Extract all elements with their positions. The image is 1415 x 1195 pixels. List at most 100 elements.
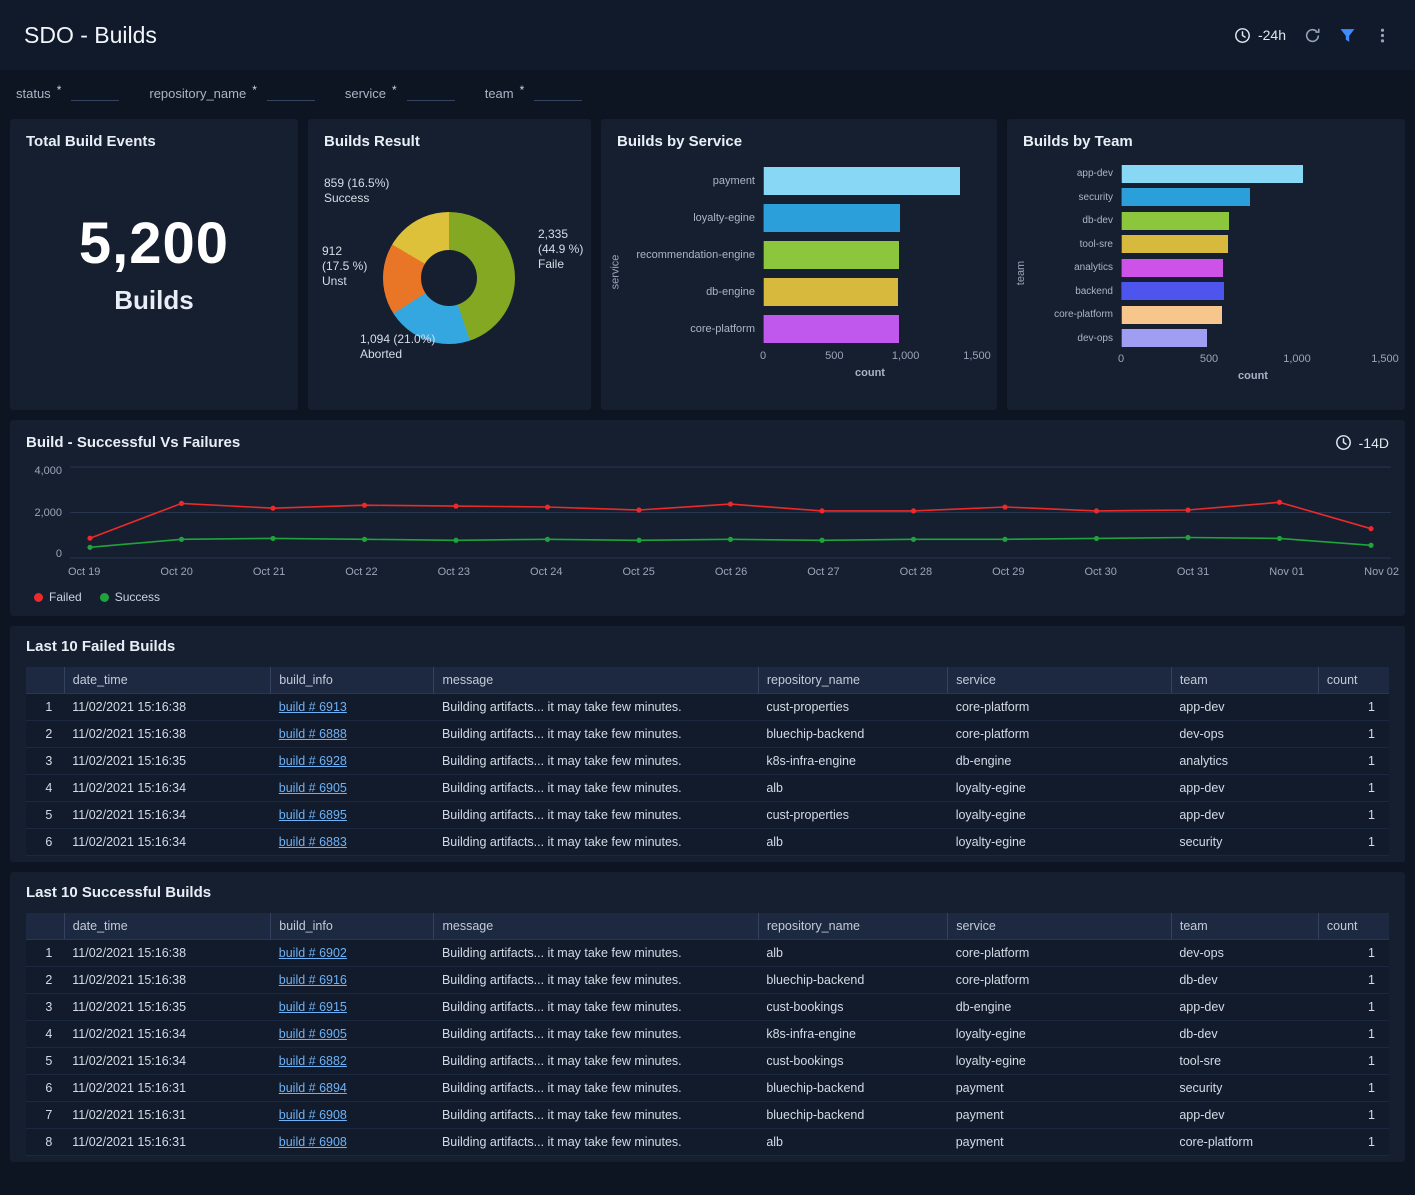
cell-repository_name: cust-bookings: [758, 993, 948, 1021]
bar-track: [763, 314, 977, 343]
bar-category-label: dev-ops: [1077, 332, 1113, 344]
bar-category-label: tool-sre: [1079, 238, 1113, 250]
trend-time-range-control[interactable]: -14D: [1335, 434, 1389, 451]
column-header-number: [26, 667, 65, 694]
bar-loyalty-egine[interactable]: [764, 203, 901, 232]
cell-service: payment: [947, 1101, 1172, 1129]
data-table: date_time build_info message repository_nam…: [26, 667, 1389, 856]
column-header-build_info: build_info: [270, 667, 434, 694]
table-row: 3 11/02/2021 15:16:35 build # 6915 Building…: [26, 993, 1389, 1021]
cell-count: 1: [1318, 747, 1389, 775]
bar-tool-sre[interactable]: [1122, 235, 1229, 254]
total-value: 5,200: [78, 210, 230, 276]
build-link[interactable]: build # 6915: [278, 1000, 347, 1014]
kebab-menu-icon[interactable]: [1374, 27, 1391, 44]
bar-row-security: security: [1029, 186, 1385, 210]
table-row: 5 11/02/2021 15:16:34 build # 6895 Building…: [26, 801, 1389, 829]
time-range-label: -24h: [1257, 27, 1286, 43]
build-link[interactable]: build # 6882: [278, 1054, 347, 1068]
cell-date_time: 11/02/2021 15:16:34: [64, 801, 271, 829]
cell-count: 1: [1318, 966, 1389, 994]
row-number: 4: [26, 774, 65, 802]
cell-date_time: 11/02/2021 15:16:38: [64, 693, 271, 721]
cell-team: security: [1171, 1074, 1319, 1102]
build-link[interactable]: build # 6895: [278, 808, 347, 822]
filter-input-team[interactable]: [534, 84, 583, 101]
filter-input-repository_name[interactable]: [266, 84, 315, 101]
filter-input-status[interactable]: [71, 84, 120, 101]
bar-core-platform[interactable]: [764, 314, 899, 343]
bar-recommendation-engine[interactable]: [764, 240, 899, 269]
trend-x-axis: Oct 19 Oct 20 Oct 21 Oct 22 Oct 23 Oct 24 Oct …: [10, 560, 1405, 578]
column-header-repository_name: repository_name: [757, 913, 948, 940]
clock-icon: [1234, 27, 1251, 44]
filter-icon[interactable]: [1339, 27, 1356, 44]
row-number: 2: [26, 966, 65, 994]
panel-builds-result: Builds Result 859 (16.5%) Success 912 (1…: [308, 119, 591, 410]
bar-payment[interactable]: [764, 166, 960, 195]
cell-date_time: 11/02/2021 15:16:38: [64, 720, 271, 748]
build-link[interactable]: build # 6908: [278, 1135, 347, 1149]
filter-input-service[interactable]: [406, 84, 455, 101]
trend-plot: [70, 465, 1391, 560]
cell-count: 1: [1318, 828, 1389, 856]
build-link[interactable]: build # 6913: [278, 700, 347, 714]
table-row: 7 11/02/2021 15:16:31 build # 6908 Building…: [26, 1101, 1389, 1129]
time-range-control[interactable]: -24h: [1234, 27, 1286, 44]
build-link[interactable]: build # 6894: [278, 1081, 347, 1095]
data-point: [87, 535, 93, 541]
x-tick-label: 500: [1199, 353, 1219, 365]
bar-dev-ops[interactable]: [1122, 329, 1208, 348]
table-row: 6 11/02/2021 15:16:34 build # 6883 Building…: [26, 828, 1389, 856]
panel-total-build-events: Total Build Events 5,200 Builds: [10, 119, 298, 410]
cell-build_info: build # 6894: [270, 1074, 434, 1102]
build-link[interactable]: build # 6902: [278, 946, 347, 960]
cell-build_info: build # 6916: [270, 966, 434, 994]
filter-label: repository_name: [149, 86, 247, 101]
build-link[interactable]: build # 6888: [278, 727, 347, 741]
build-link[interactable]: build # 6883: [278, 835, 347, 849]
slice-value: 859 (16.5%): [324, 176, 390, 190]
build-link[interactable]: build # 6908: [278, 1108, 347, 1122]
bar-db-engine[interactable]: [764, 277, 899, 306]
refresh-icon[interactable]: [1304, 27, 1321, 44]
bar-analytics[interactable]: [1122, 258, 1223, 277]
cell-message: Building artifacts... it may take few mi…: [433, 1101, 759, 1129]
bar-track: [1121, 329, 1385, 348]
bar-app-dev[interactable]: [1122, 164, 1304, 183]
bar-db-dev[interactable]: [1122, 211, 1229, 230]
bar-row-db-engine: db-engine: [623, 273, 977, 310]
data-point: [1185, 507, 1191, 513]
cell-service: core-platform: [947, 720, 1172, 748]
x-tick-label: 1,500: [1371, 353, 1399, 365]
data-point: [453, 537, 459, 543]
filter-label: team: [484, 86, 514, 101]
build-link[interactable]: build # 6905: [278, 781, 347, 795]
cell-team: core-platform: [1171, 1128, 1319, 1156]
cell-date_time: 11/02/2021 15:16:35: [64, 747, 271, 775]
cell-date_time: 11/02/2021 15:16:31: [64, 1074, 271, 1102]
row-number: 1: [26, 939, 65, 967]
bar-category-label: payment: [712, 174, 755, 187]
slice-name: Unst: [322, 274, 347, 288]
bar-backend[interactable]: [1122, 282, 1224, 301]
column-header-number: [26, 913, 65, 940]
table-row: 4 11/02/2021 15:16:34 build # 6905 Building…: [26, 774, 1389, 802]
bar-category-label: app-dev: [1076, 168, 1113, 180]
cell-team: app-dev: [1171, 693, 1319, 721]
cell-build_info: build # 6908: [270, 1101, 434, 1129]
bar-core-platform[interactable]: [1122, 305, 1222, 324]
build-link[interactable]: build # 6916: [278, 973, 347, 987]
cell-date_time: 11/02/2021 15:16:31: [64, 1101, 271, 1129]
cell-repository_name: alb: [758, 774, 948, 802]
data-point: [1185, 534, 1191, 541]
cell-team: app-dev: [1171, 1101, 1319, 1129]
builds-result-donut[interactable]: [383, 212, 515, 344]
build-link[interactable]: build # 6905: [278, 1027, 347, 1041]
build-link[interactable]: build # 6928: [278, 754, 347, 768]
legend-label: Success: [114, 590, 161, 604]
bar-security[interactable]: [1122, 188, 1250, 207]
cell-service: core-platform: [947, 939, 1172, 967]
filter-service: service *: [345, 83, 455, 101]
cell-team: tool-sre: [1171, 1047, 1319, 1075]
